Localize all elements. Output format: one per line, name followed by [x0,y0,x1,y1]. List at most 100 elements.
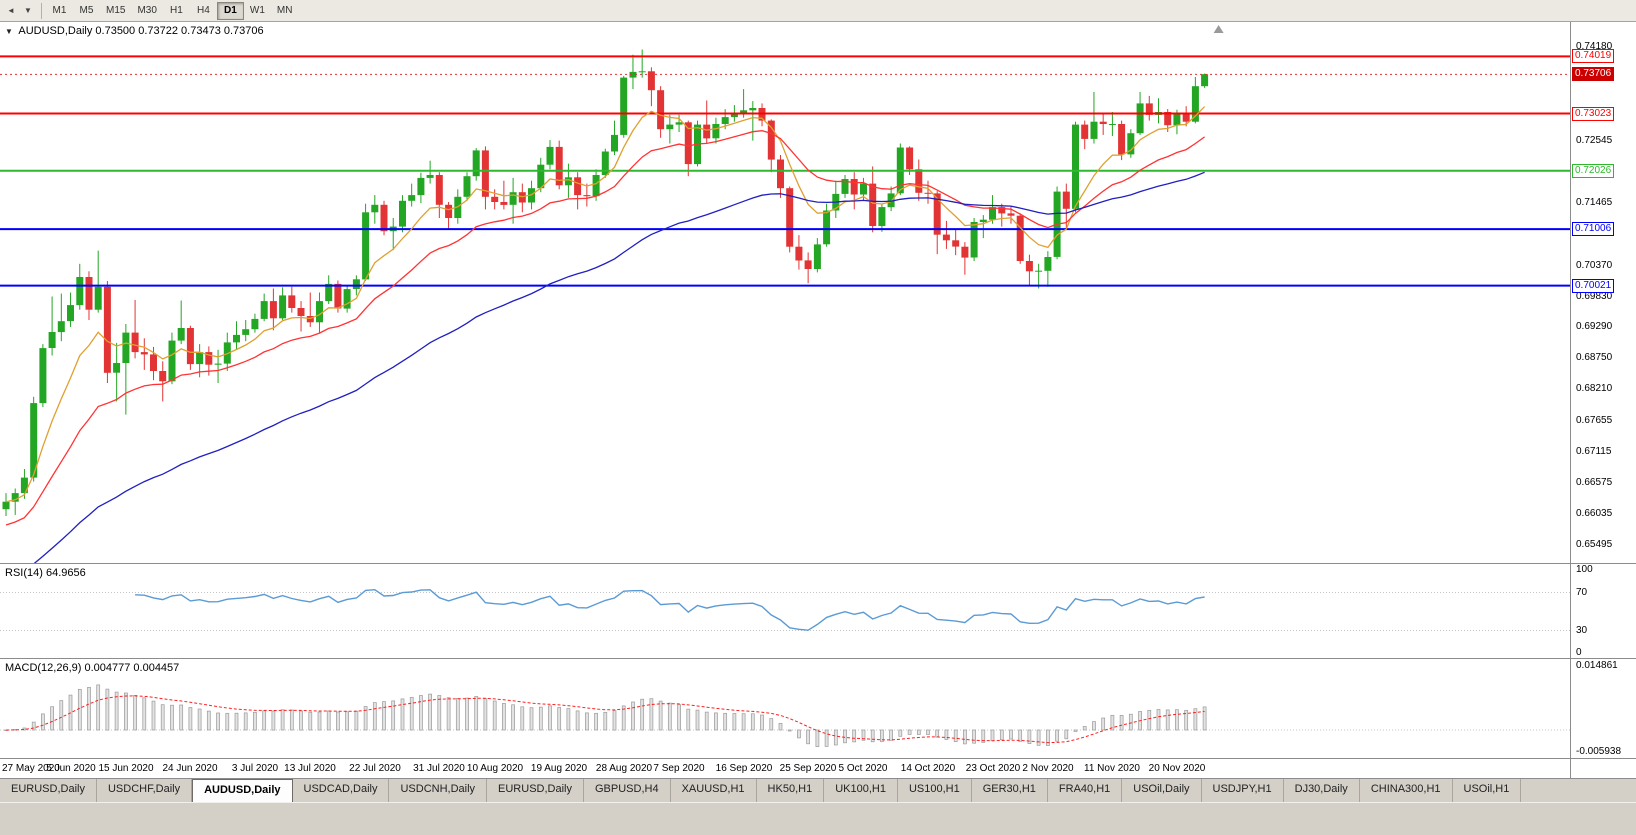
price-axis[interactable]: 0.74180 0.72545 0.71465 0.70370 0.69830 0.692… [1570,22,1636,563]
price-axis-tick: 0.66575 [1576,477,1613,488]
price-axis-tick: 0.69830 [1576,291,1613,302]
candle [1044,251,1052,287]
candle [11,488,19,515]
candle [481,146,489,210]
macd-axis-label: -0.005938 [1576,746,1622,757]
chart-tab-eurusd-daily[interactable]: EURUSD,Daily [0,779,97,802]
macd-chart-canvas[interactable] [0,659,1570,758]
rsi-chart-canvas[interactable] [0,564,1570,658]
line-price-badge: 0.72026 [1572,164,1615,178]
candle [186,325,194,370]
chart-tab-usdcad-daily[interactable]: USDCAD,Daily [292,779,390,802]
candle [131,300,139,359]
candle [620,75,628,138]
candle [362,203,370,281]
candle [343,285,351,313]
candle [1145,95,1153,121]
candle [777,155,784,198]
chart-tab-usdcnh-daily[interactable]: USDCNH,Daily [389,779,488,802]
candle [675,114,683,132]
candle [57,293,65,342]
rsi-axis-label: 100 [1576,564,1593,575]
candle [168,332,176,385]
candle [998,203,1006,227]
candle [703,100,711,144]
timeframe-button-m15[interactable]: M15 [106,5,126,16]
candle [435,172,443,218]
candle [638,49,646,78]
rsi-axis-label: 0 [1576,647,1582,658]
status-bar [0,802,1636,835]
date-axis[interactable]: 27 May 2020 5 Jun 2020 15 Jun 2020 24 Jun 2… [0,758,1636,778]
chart-tab-uk100-h1[interactable]: UK100,H1 [824,779,898,802]
candle [804,252,812,284]
chart-tab-hk50-h1[interactable]: HK50,H1 [756,779,825,802]
candle [786,186,794,253]
timeframe-button-mn[interactable]: MN [276,5,293,16]
price-axis-tick: 0.67115 [1576,446,1612,457]
macd-axis: 0.014861 -0.005938 [1570,659,1636,758]
timeframe-button-w1[interactable]: W1 [249,5,265,16]
candle [177,300,185,345]
line-price-badge: 0.73023 [1572,107,1615,121]
chart-tab-gbpusd-h4[interactable]: GBPUSD,H4 [584,779,671,802]
candle [878,203,886,232]
timeframe-button-m30[interactable]: M30 [137,5,157,16]
price-panel[interactable]: ▼ AUDUSD,Daily 0.73500 0.73722 0.73473 0… [0,22,1636,563]
chart-tab-usoil-daily[interactable]: USOil,Daily [1122,779,1202,802]
candle [214,349,222,383]
chart-tab-audusd-daily[interactable]: AUDUSD,Daily [192,779,293,802]
timeframe-button-d1[interactable]: D1 [216,1,244,20]
rsi-panel[interactable]: RSI(14) 64.9656 100 70 30 0 [0,563,1636,658]
chart-tab-us100-h1[interactable]: US100,H1 [897,779,972,802]
candle [583,183,591,207]
candle [85,271,93,320]
rsi-axis: 100 70 30 0 [1570,564,1636,658]
chart-tab-usdchf-daily[interactable]: USDCHF,Daily [96,779,193,802]
toolbar-icon-group: ◄ ▼ [3,3,37,19]
candle [1118,120,1126,161]
candle [915,159,923,201]
candle [103,281,111,383]
price-axis-tick: 0.74180 [1576,41,1613,52]
candle [657,86,665,138]
chart-tab-dj30-daily[interactable]: DJ30,Daily [1283,779,1360,802]
chart-shift-marker[interactable] [1213,25,1224,33]
date-axis-label: 13 Jul 2020 [284,763,336,774]
chart-tab-china300-h1[interactable]: CHINA300,H1 [1359,779,1453,802]
date-axis-label: 11 Nov 2020 [1084,763,1140,774]
macd-panel[interactable]: MACD(12,26,9) 0.004777 0.004457 0.014861… [0,658,1636,758]
candle [463,172,471,201]
candle [316,292,323,333]
chart-scroll-left-icon[interactable]: ◄ [7,6,15,15]
chart-tab-usdjpy-h1[interactable]: USDJPY,H1 [1201,779,1284,802]
price-axis-tick: 0.66035 [1576,508,1613,519]
candle [684,120,692,177]
timeframe-button-h4[interactable]: H4 [197,5,210,16]
chart-tab-fra40-h1[interactable]: FRA40,H1 [1047,779,1123,802]
collapse-chart-icon[interactable]: ▼ [5,27,13,36]
price-axis-tick: 0.68750 [1576,352,1613,363]
timeframe-button-h1[interactable]: H1 [170,5,183,16]
date-axis-label: 23 Oct 2020 [965,763,1021,774]
candle [140,338,148,370]
timeframe-button-m1[interactable]: M1 [52,5,67,16]
candle [749,101,757,141]
candle [76,263,84,310]
chart-tab-xauusd-h1[interactable]: XAUUSD,H1 [670,779,757,802]
chart-tab-usoil-h1[interactable]: USOil,H1 [1452,779,1522,802]
price-chart-canvas[interactable] [0,22,1570,563]
chart-dropdown-icon[interactable]: ▼ [24,6,32,15]
date-axis-label: 20 Nov 2020 [1148,763,1206,774]
candle [223,332,231,371]
chart-tab-eurusd-daily[interactable]: EURUSD,Daily [487,779,584,802]
candle [1035,263,1043,289]
macd-indicator-label: MACD(12,26,9) 0.004777 0.004457 [5,662,180,674]
timeframe-button-m5[interactable]: M5 [79,5,94,16]
line-price-badge: 0.70021 [1572,279,1615,293]
candle [1053,186,1061,260]
candle [611,120,618,155]
candle [94,250,102,313]
chart-tab-ger30-h1[interactable]: GER30,H1 [971,779,1048,802]
candle [500,180,508,210]
